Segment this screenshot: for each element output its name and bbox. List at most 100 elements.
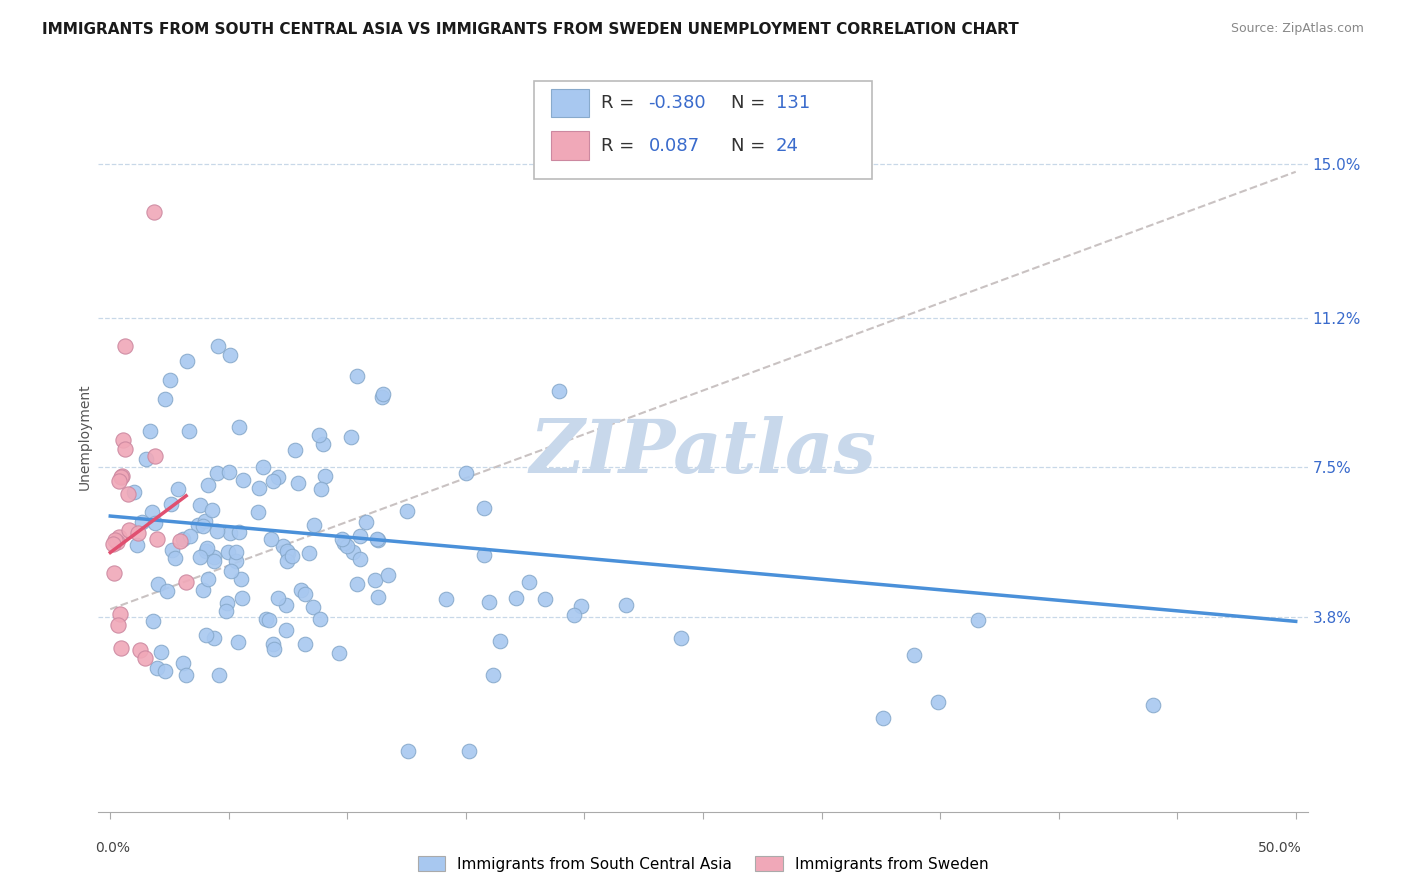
Text: R =: R = [602,94,640,112]
Point [346,368,368,383]
Point [172,532,194,546]
Point [225,545,247,559]
Point [176,354,198,368]
Point [232,473,254,487]
Point [342,544,364,558]
Point [252,460,274,475]
Point [276,624,298,638]
Point [354,515,377,529]
Point [217,544,239,558]
Point [434,592,457,607]
Point [328,646,350,660]
Point [202,554,225,568]
Point [155,664,177,678]
Point [104,533,127,547]
Point [195,541,218,556]
Point [277,546,299,560]
Point [207,339,229,353]
Point [247,505,270,519]
Point [202,631,225,645]
Point [314,469,336,483]
Point [174,574,197,589]
Point [340,430,363,444]
Point [564,608,586,623]
Point [927,695,949,709]
Point [105,534,128,549]
Point [131,516,153,530]
Text: 50.0%: 50.0% [1257,841,1302,855]
Point [287,476,309,491]
Point [201,503,224,517]
Point [202,549,225,564]
Text: 0.087: 0.087 [648,137,700,155]
Point [177,424,200,438]
Point [108,474,131,488]
Text: ZIPatlas: ZIPatlas [530,416,876,488]
Point [280,549,302,564]
Point [284,442,307,457]
Point [488,633,510,648]
Point [142,205,165,219]
Point [141,505,163,519]
Point [547,384,569,399]
Point [370,390,392,404]
Point [207,524,229,539]
Point [336,539,359,553]
Point [229,572,252,586]
Point [228,634,250,648]
Text: Source: ZipAtlas.com: Source: ZipAtlas.com [1230,22,1364,36]
Point [114,339,136,353]
Point [671,632,693,646]
Point [134,650,156,665]
Point [309,482,332,496]
Point [142,614,165,628]
Point [188,498,211,512]
Point [364,574,387,588]
Point [128,642,150,657]
Point [218,465,240,479]
Point [228,525,250,540]
Point [903,648,925,663]
Text: 24: 24 [776,137,799,155]
Point [103,566,125,580]
Point [107,530,129,544]
Point [247,482,270,496]
Point [160,542,183,557]
Text: R =: R = [602,137,640,155]
Point [195,543,218,558]
Text: N =: N = [731,137,770,155]
Point [533,592,555,607]
Point [517,574,540,589]
Point [294,637,316,651]
Point [273,539,295,553]
Point [267,470,290,484]
Point [117,523,139,537]
Point [349,529,371,543]
Point [346,576,368,591]
Point [228,419,250,434]
Point [395,504,418,518]
Point [366,532,388,546]
Point [276,544,298,558]
Point [124,484,146,499]
Point [294,587,316,601]
Point [262,637,284,651]
Point [377,568,399,582]
Point [163,551,186,566]
Point [330,532,353,546]
Point [276,554,298,568]
Point [117,486,139,500]
Point [143,516,166,530]
Point [159,373,181,387]
Point [259,532,281,546]
Point [614,599,637,613]
Point [191,519,214,533]
Point [114,442,136,457]
Point [125,538,148,552]
Point [254,612,277,626]
Text: -0.380: -0.380 [648,94,706,112]
Point [302,600,325,615]
Point [333,536,356,550]
Text: IMMIGRANTS FROM SOUTH CENTRAL ASIA VS IMMIGRANTS FROM SWEDEN UNEMPLOYMENT CORREL: IMMIGRANTS FROM SOUTH CENTRAL ASIA VS IM… [42,22,1019,37]
Point [219,564,242,578]
